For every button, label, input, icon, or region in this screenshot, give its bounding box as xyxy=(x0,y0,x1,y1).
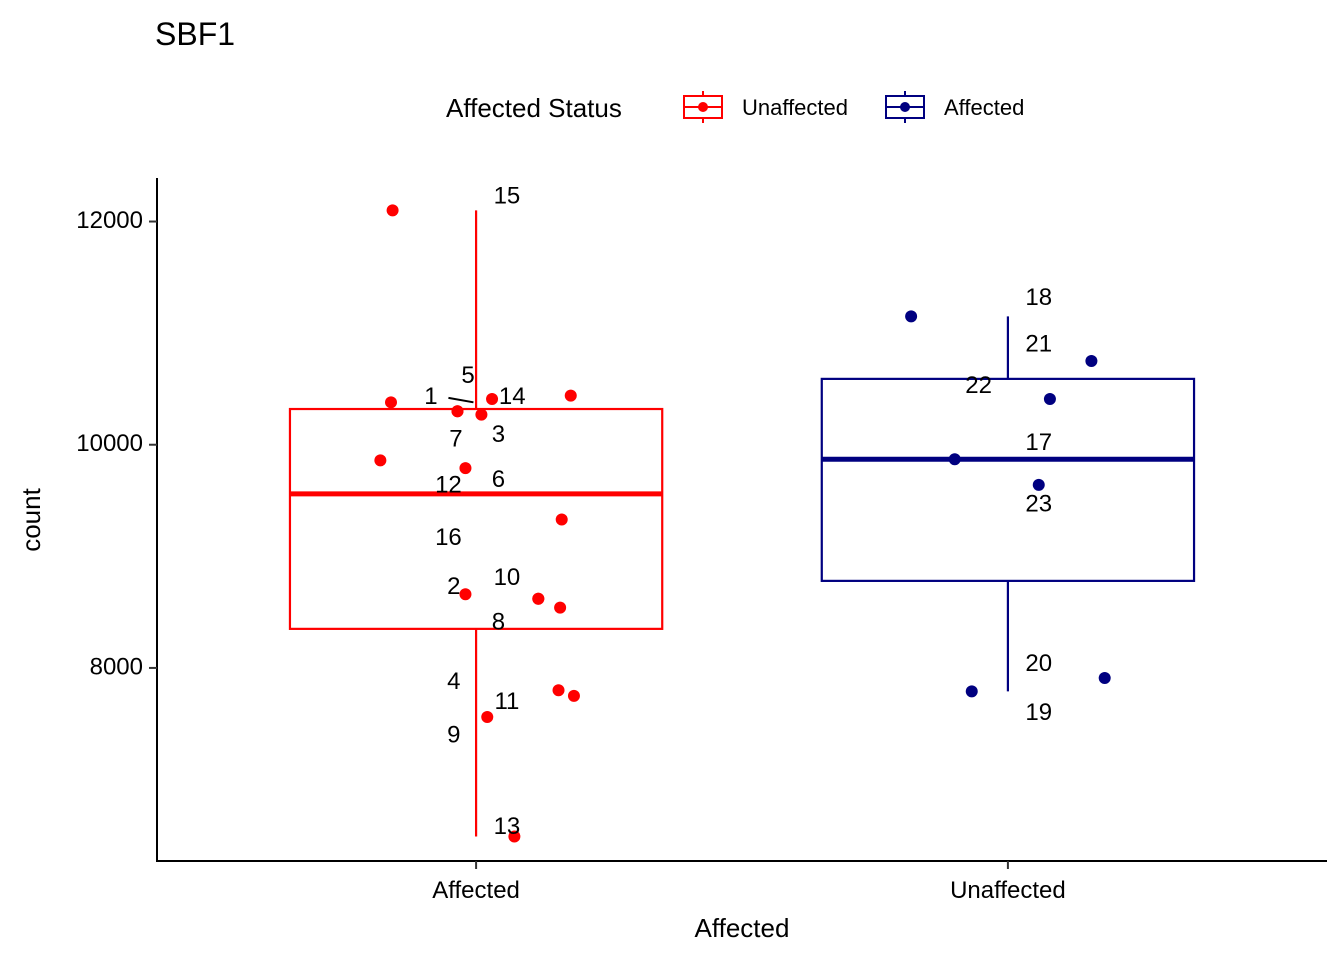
legend-key-point xyxy=(698,102,708,112)
data-point xyxy=(564,389,577,402)
data-point xyxy=(451,405,464,418)
x-axis-title: Affected xyxy=(695,913,790,943)
data-point xyxy=(905,310,918,323)
point-label: 9 xyxy=(447,721,460,748)
legend-entry: Affected xyxy=(885,91,1024,123)
point-label: 17 xyxy=(1025,429,1052,456)
data-point xyxy=(374,454,387,467)
point-label: 5 xyxy=(461,362,474,389)
point-label: 16 xyxy=(435,524,462,551)
box-affected xyxy=(288,210,664,837)
data-point xyxy=(552,684,565,697)
point-label: 23 xyxy=(1025,490,1052,517)
point-label: 18 xyxy=(1025,284,1052,311)
data-point xyxy=(459,588,472,601)
point-label: 2 xyxy=(447,573,460,600)
legend-entries: Unaffected Affected xyxy=(683,91,1024,123)
box-iqr xyxy=(820,377,1196,582)
plot-area: 15 51 14 7 3 12 6 16 2 10 8 4 11 9 13 18 21 22 17 23 20 19 xyxy=(288,182,1196,843)
y-tick-label: 8000 xyxy=(90,653,143,680)
point-label: 15 xyxy=(494,182,521,209)
point-label: 13 xyxy=(494,813,521,840)
legend: Affected Status Unaffected Affected xyxy=(446,91,1024,123)
y-tick-label: 10000 xyxy=(76,430,143,457)
x-ticks: Affected Unaffected xyxy=(432,861,1066,904)
data-point xyxy=(486,392,499,405)
point-label: 19 xyxy=(1025,699,1052,726)
legend-key-point xyxy=(900,102,910,112)
box-iqr xyxy=(288,407,664,630)
x-axis: Affected Unaffected xyxy=(156,860,1327,904)
point-label: 20 xyxy=(1025,650,1052,677)
legend-label: Unaffected xyxy=(742,95,848,120)
chart-title: SBF1 xyxy=(155,16,235,52)
data-point xyxy=(1098,671,1111,684)
point-label: 12 xyxy=(435,471,462,498)
data-point xyxy=(481,711,494,724)
y-tick-label: 12000 xyxy=(76,207,143,234)
y-axis-title: count xyxy=(16,487,46,551)
point-label: 10 xyxy=(494,564,521,591)
data-point xyxy=(948,453,961,466)
data-point xyxy=(567,689,580,702)
point-label: 1 xyxy=(424,383,437,410)
data-point xyxy=(554,601,567,614)
point-label: 4 xyxy=(447,668,460,695)
data-point xyxy=(1085,355,1098,368)
x-tick-label: Affected xyxy=(432,877,520,904)
point-label: 14 xyxy=(499,383,526,410)
legend-entry: Unaffected xyxy=(683,91,848,123)
legend-title: Affected Status xyxy=(446,93,622,123)
legend-label: Affected xyxy=(944,95,1024,120)
data-point xyxy=(475,408,488,421)
point-label: 7 xyxy=(449,426,462,453)
point-label: 6 xyxy=(492,466,505,493)
x-tick-label: Unaffected xyxy=(950,877,1066,904)
label-connector xyxy=(448,396,474,404)
y-axis: 8000 10000 12000 xyxy=(76,178,158,861)
data-point xyxy=(555,513,568,526)
data-point xyxy=(459,462,472,475)
data-point xyxy=(386,204,399,217)
data-point xyxy=(508,830,521,843)
point-label: 3 xyxy=(492,421,505,448)
data-point xyxy=(385,396,397,409)
point-label: 22 xyxy=(965,372,992,399)
point-label: 11 xyxy=(494,688,519,715)
data-point xyxy=(1032,478,1045,491)
data-point xyxy=(1043,392,1056,405)
point-label: 8 xyxy=(492,609,505,636)
data-point xyxy=(532,592,545,605)
data-point xyxy=(965,685,978,698)
point-label: 21 xyxy=(1025,331,1052,358)
box-unaffected xyxy=(820,316,1196,692)
y-ticks: 8000 10000 12000 xyxy=(76,207,157,680)
